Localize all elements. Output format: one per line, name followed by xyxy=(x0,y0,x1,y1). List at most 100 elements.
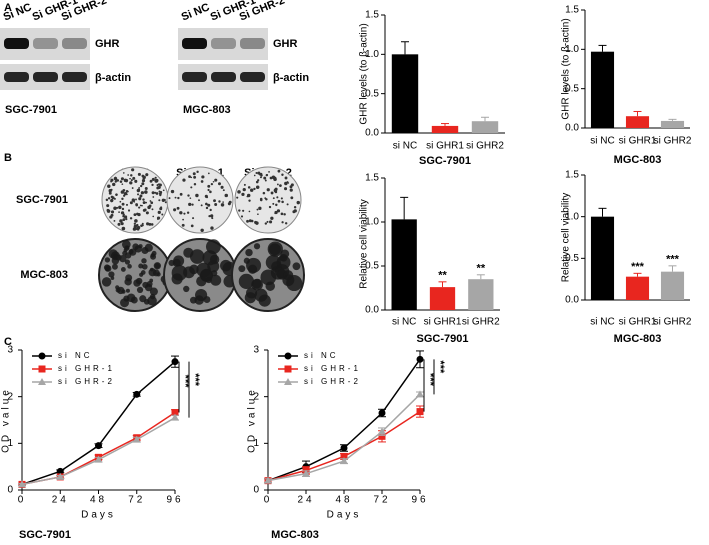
colony xyxy=(195,289,208,302)
marker xyxy=(132,435,141,443)
colony xyxy=(262,191,266,195)
colony xyxy=(152,196,155,198)
colony xyxy=(257,171,261,175)
colony xyxy=(145,173,149,177)
colony xyxy=(173,208,177,212)
colony xyxy=(124,252,132,259)
x-tick-label: 0 xyxy=(264,495,273,506)
marker xyxy=(264,476,272,484)
y-axis-label: Relative cell viability xyxy=(359,199,370,288)
colony xyxy=(277,169,281,173)
colony xyxy=(193,175,197,179)
colony xyxy=(129,177,131,180)
colony xyxy=(116,179,120,182)
colony xyxy=(286,203,289,206)
colony xyxy=(292,210,296,214)
y-tick-label: 0.0 xyxy=(365,128,379,139)
bar xyxy=(391,54,419,134)
colony xyxy=(155,192,159,195)
y-tick-label: 0.0 xyxy=(565,123,579,134)
colony xyxy=(168,259,175,267)
y-axis-label: OD value xyxy=(247,387,258,453)
y-tick-label: 0.5 xyxy=(565,83,579,94)
colony xyxy=(110,188,113,191)
colony xyxy=(269,220,273,224)
colony xyxy=(271,175,276,180)
colony xyxy=(222,189,225,192)
colony xyxy=(127,209,131,212)
y-tick-label: 1.0 xyxy=(565,44,579,55)
band xyxy=(182,72,207,82)
colony xyxy=(257,179,260,182)
colony xyxy=(125,274,133,282)
colony xyxy=(126,193,128,196)
colony xyxy=(210,214,214,218)
colony xyxy=(127,190,129,193)
marker xyxy=(56,472,65,480)
colony xyxy=(137,172,141,176)
colony xyxy=(284,181,288,186)
colony xyxy=(127,174,130,176)
colony xyxy=(198,199,200,202)
colony xyxy=(292,262,301,271)
colony xyxy=(110,178,114,182)
x-tick-label: 96 xyxy=(411,495,428,506)
bar xyxy=(429,287,456,310)
colony xyxy=(211,217,214,220)
y-tick-label: 1.0 xyxy=(565,211,579,222)
colony xyxy=(115,193,118,196)
colony xyxy=(200,228,204,233)
significance: *** xyxy=(434,360,446,374)
dish xyxy=(234,166,302,234)
colony xyxy=(281,173,284,176)
colony xyxy=(158,190,161,193)
colony xyxy=(284,187,288,191)
colony xyxy=(136,286,144,294)
legend-marker xyxy=(284,352,292,360)
colony xyxy=(108,191,112,195)
colony xyxy=(238,209,241,212)
colony xyxy=(189,249,205,264)
x-tick-label: si GHR2 xyxy=(654,317,692,328)
colony xyxy=(130,179,133,182)
colony xyxy=(179,211,183,215)
x-tick-label: 24 xyxy=(52,495,69,506)
colony xyxy=(158,199,161,202)
colony xyxy=(228,200,232,204)
legend-label: si GHR-2 xyxy=(304,377,361,386)
colony xyxy=(190,224,194,228)
x-tick-label: si GHR1 xyxy=(619,317,657,328)
colony xyxy=(266,188,270,192)
colony xyxy=(270,191,274,195)
y-axis-label: OD value xyxy=(1,387,12,453)
colony xyxy=(141,258,147,264)
significance: ** xyxy=(438,270,447,282)
y-axis-label: Relative cell viability xyxy=(561,193,572,282)
significance: *** xyxy=(666,254,680,266)
band xyxy=(211,72,236,82)
colony xyxy=(255,185,260,189)
colony xyxy=(140,270,146,275)
marker xyxy=(171,409,179,417)
colony xyxy=(280,197,283,200)
panel-label: A xyxy=(4,2,12,14)
colony xyxy=(268,205,272,209)
colony xyxy=(276,209,281,213)
bar xyxy=(660,271,685,300)
x-tick-label: 48 xyxy=(90,495,107,506)
colony xyxy=(248,199,251,202)
x-tick-label: si GHR2 xyxy=(654,136,692,147)
colony xyxy=(140,184,143,188)
colony xyxy=(146,280,153,288)
colony xyxy=(142,175,146,179)
x-tick-label: si GHR1 xyxy=(619,136,657,147)
colony xyxy=(130,174,133,177)
colony xyxy=(141,191,144,194)
colony xyxy=(121,226,126,231)
colony xyxy=(157,185,161,189)
legend-label: si NC xyxy=(304,351,339,360)
colony xyxy=(121,183,124,186)
colony xyxy=(272,202,275,205)
colony xyxy=(112,182,116,187)
band-label: β-actin xyxy=(273,72,309,84)
